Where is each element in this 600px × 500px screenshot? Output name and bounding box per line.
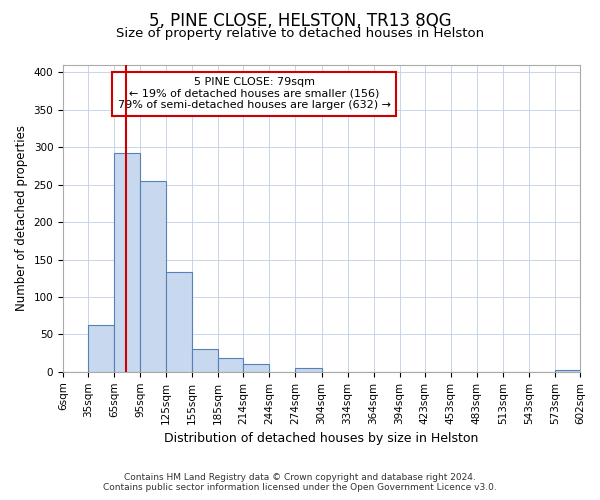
Bar <box>218 358 244 372</box>
Bar <box>166 272 192 372</box>
Bar <box>244 364 269 372</box>
Text: Contains HM Land Registry data © Crown copyright and database right 2024.
Contai: Contains HM Land Registry data © Crown c… <box>103 473 497 492</box>
Bar <box>88 326 114 372</box>
X-axis label: Distribution of detached houses by size in Helston: Distribution of detached houses by size … <box>164 432 479 445</box>
Text: Size of property relative to detached houses in Helston: Size of property relative to detached ho… <box>116 28 484 40</box>
Bar <box>114 152 140 372</box>
Text: 5 PINE CLOSE: 79sqm
← 19% of detached houses are smaller (156)
79% of semi-detac: 5 PINE CLOSE: 79sqm ← 19% of detached ho… <box>118 78 391 110</box>
Bar <box>295 368 322 372</box>
Bar <box>555 370 580 372</box>
Y-axis label: Number of detached properties: Number of detached properties <box>15 126 28 312</box>
Bar <box>140 181 166 372</box>
Bar <box>192 350 218 372</box>
Text: 5, PINE CLOSE, HELSTON, TR13 8QG: 5, PINE CLOSE, HELSTON, TR13 8QG <box>149 12 451 30</box>
